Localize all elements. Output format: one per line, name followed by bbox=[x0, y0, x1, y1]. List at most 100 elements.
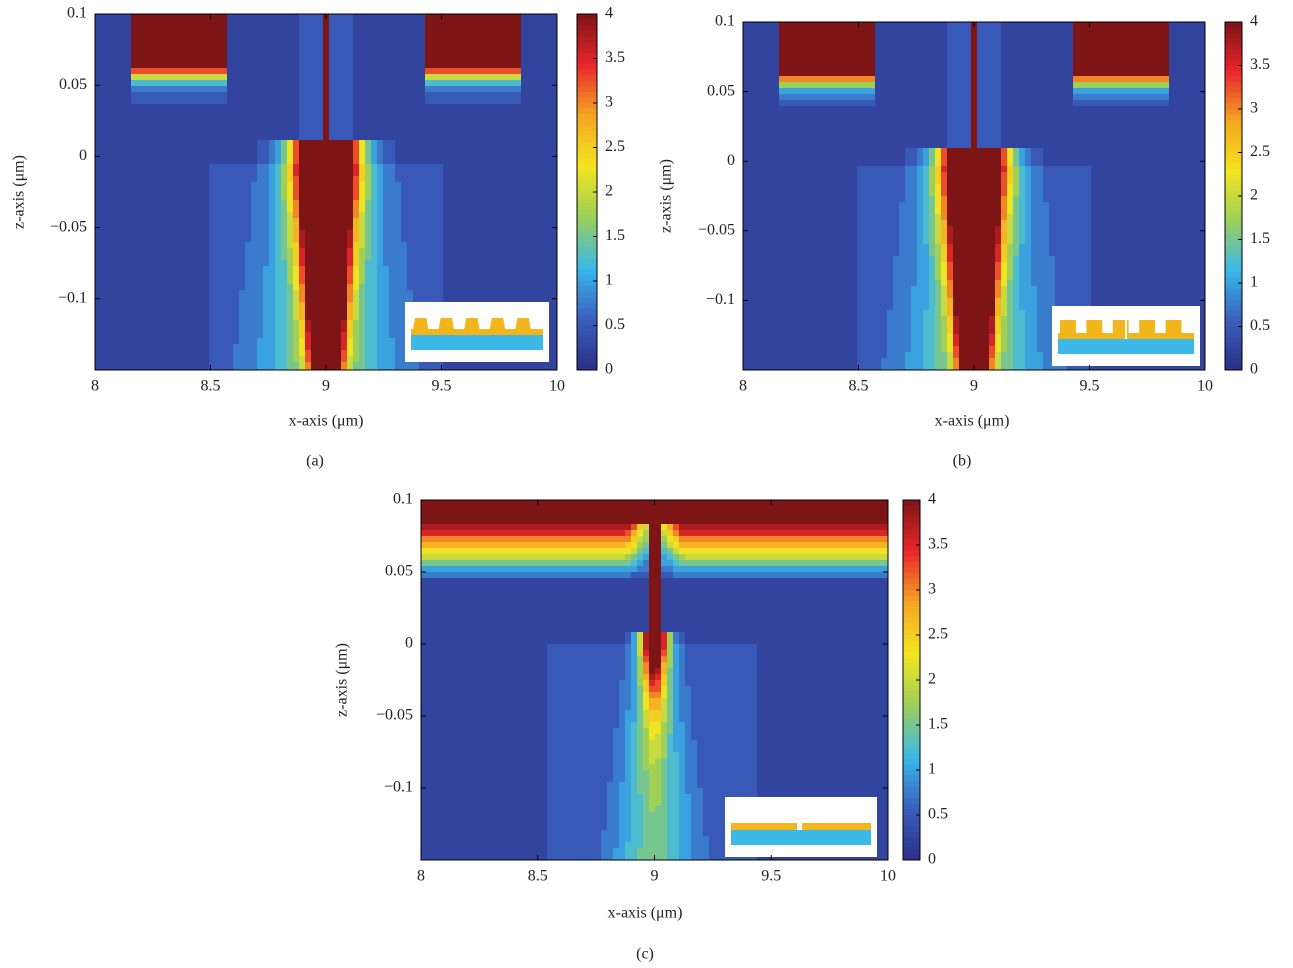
contour-cell bbox=[947, 28, 954, 35]
contour-cell bbox=[221, 92, 228, 99]
contour-cell bbox=[401, 314, 408, 321]
contour-cell bbox=[383, 80, 390, 87]
contour-cell bbox=[125, 218, 132, 225]
contour-cell bbox=[923, 28, 930, 35]
contour-cell bbox=[227, 110, 234, 117]
contour-cell bbox=[101, 248, 108, 255]
contour-cell bbox=[455, 146, 462, 153]
contour-cell bbox=[233, 218, 240, 225]
contour-cell bbox=[431, 368, 438, 371]
contour-cell bbox=[95, 68, 102, 75]
contour-cell bbox=[395, 50, 402, 57]
contour-cell bbox=[503, 110, 510, 117]
contour-cell bbox=[275, 230, 282, 237]
contour-cell bbox=[275, 290, 282, 297]
contour-cell bbox=[161, 254, 168, 261]
contour-cell bbox=[101, 20, 108, 27]
contour-cell bbox=[125, 242, 132, 249]
contour-cell bbox=[173, 50, 180, 57]
contour-cell bbox=[173, 44, 180, 51]
contour-cell bbox=[335, 86, 342, 93]
contour-cell bbox=[119, 224, 126, 231]
contour-cell bbox=[1127, 22, 1134, 29]
contour-cell bbox=[143, 104, 150, 111]
contour-cell bbox=[359, 56, 366, 63]
contour-cell bbox=[371, 158, 378, 165]
contour-cell bbox=[257, 140, 264, 147]
contour-cell bbox=[551, 248, 558, 255]
contour-cell bbox=[341, 278, 348, 285]
contour-cell bbox=[485, 86, 492, 93]
contour-cell bbox=[317, 320, 324, 327]
contour-cell bbox=[245, 194, 252, 201]
contour-cell bbox=[257, 38, 264, 45]
contour-cell bbox=[383, 350, 390, 357]
contour-cell bbox=[977, 22, 984, 29]
contour-cell bbox=[479, 146, 486, 153]
contour-cell bbox=[317, 356, 324, 363]
contour-cell bbox=[503, 290, 510, 297]
contour-cell bbox=[461, 32, 468, 39]
contour-cell bbox=[209, 236, 216, 243]
contour-cell bbox=[119, 206, 126, 213]
contour-cell bbox=[233, 44, 240, 51]
contour-cell bbox=[179, 182, 186, 189]
contour-cell bbox=[293, 20, 300, 27]
contour-cell bbox=[479, 68, 486, 75]
contour-cell bbox=[245, 356, 252, 363]
contour-cell bbox=[179, 164, 186, 171]
contour-cell bbox=[323, 62, 330, 69]
contour-cell bbox=[167, 128, 174, 135]
contour-cell bbox=[389, 140, 396, 147]
contour-cell bbox=[347, 224, 354, 231]
contour-cell bbox=[221, 104, 228, 111]
contour-cell bbox=[509, 146, 516, 153]
contour-cell bbox=[515, 182, 522, 189]
contour-cell bbox=[287, 104, 294, 111]
contour-cell bbox=[545, 158, 552, 165]
contour-cell bbox=[293, 254, 300, 261]
contour-cell bbox=[293, 266, 300, 273]
contour-cell bbox=[377, 80, 384, 87]
contour-cell bbox=[335, 344, 342, 351]
contour-cell bbox=[461, 236, 468, 243]
contour-cell bbox=[293, 362, 300, 369]
contour-cell bbox=[545, 248, 552, 255]
contour-cell bbox=[269, 140, 276, 147]
contour-cell bbox=[161, 368, 168, 371]
contour-cell bbox=[101, 164, 108, 171]
contour-cell bbox=[473, 236, 480, 243]
contour-cell bbox=[497, 44, 504, 51]
contour-cell bbox=[1037, 22, 1044, 29]
contour-cell bbox=[503, 248, 510, 255]
contour-cell bbox=[941, 34, 948, 41]
contour-cell bbox=[233, 368, 240, 371]
contour-cell bbox=[203, 206, 210, 213]
contour-cell bbox=[299, 350, 306, 357]
contour-cell bbox=[257, 86, 264, 93]
contour-cell bbox=[1073, 34, 1080, 41]
contour-cell bbox=[143, 116, 150, 123]
contour-cell bbox=[125, 308, 132, 315]
contour-cell bbox=[161, 104, 168, 111]
contour-cell bbox=[305, 236, 312, 243]
contour-cell bbox=[299, 170, 306, 177]
contour-cell bbox=[107, 314, 114, 321]
contour-cell bbox=[269, 248, 276, 255]
contour-cell bbox=[425, 242, 432, 249]
contour-cell bbox=[419, 68, 426, 75]
contour-cell bbox=[119, 308, 126, 315]
contour-cell bbox=[179, 356, 186, 363]
contour-cell bbox=[215, 68, 222, 75]
contour-cell bbox=[251, 44, 258, 51]
contour-cell bbox=[179, 362, 186, 369]
contour-cell bbox=[155, 236, 162, 243]
contour-cell bbox=[455, 260, 462, 267]
contour-cell bbox=[221, 206, 228, 213]
contour-cell bbox=[503, 194, 510, 201]
contour-cell bbox=[185, 320, 192, 327]
contour-cell bbox=[299, 248, 306, 255]
contour-cell bbox=[221, 32, 228, 39]
contour-cell bbox=[155, 338, 162, 345]
contour-cell bbox=[425, 152, 432, 159]
